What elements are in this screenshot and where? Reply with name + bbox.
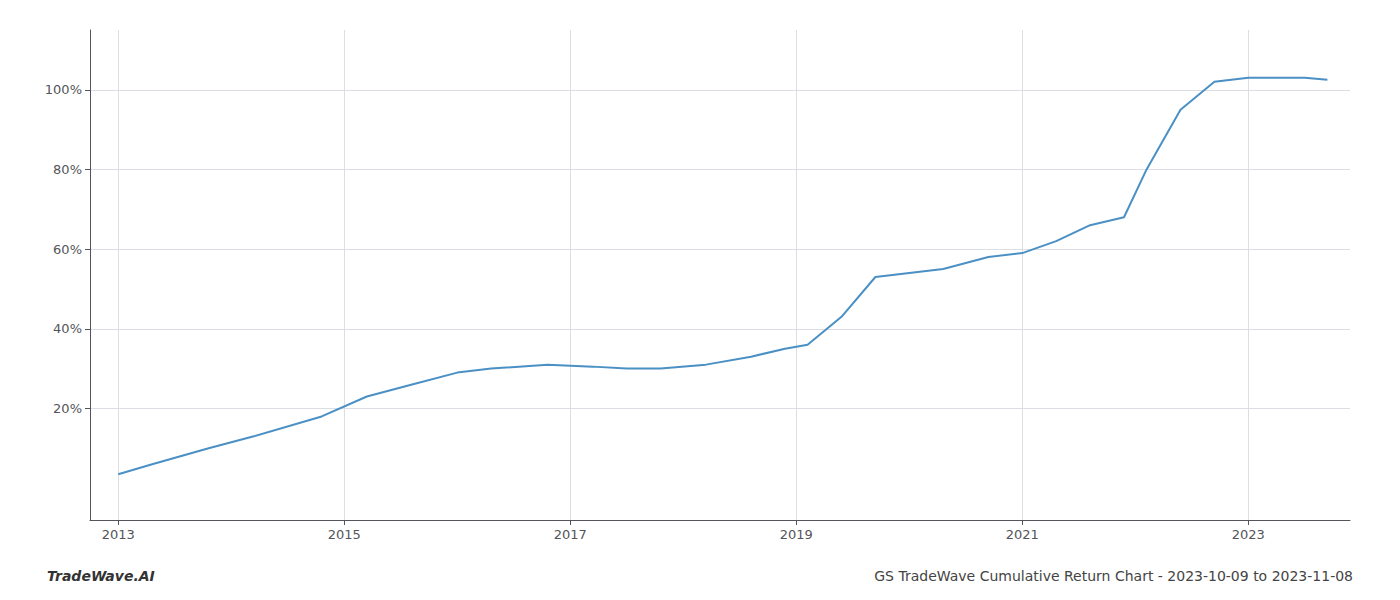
svg-text:20%: 20%: [53, 401, 82, 416]
svg-text:100%: 100%: [45, 82, 82, 97]
svg-text:2013: 2013: [102, 527, 135, 542]
svg-text:TradeWave.AI: TradeWave.AI: [47, 568, 155, 584]
svg-text:60%: 60%: [53, 242, 82, 257]
svg-text:GS TradeWave Cumulative Return: GS TradeWave Cumulative Return Chart - 2…: [874, 568, 1353, 584]
svg-text:80%: 80%: [53, 162, 82, 177]
svg-text:2021: 2021: [1006, 527, 1039, 542]
svg-text:2015: 2015: [328, 527, 361, 542]
svg-text:2023: 2023: [1232, 527, 1265, 542]
svg-text:40%: 40%: [53, 321, 82, 336]
svg-text:2019: 2019: [780, 527, 813, 542]
svg-text:2017: 2017: [554, 527, 587, 542]
